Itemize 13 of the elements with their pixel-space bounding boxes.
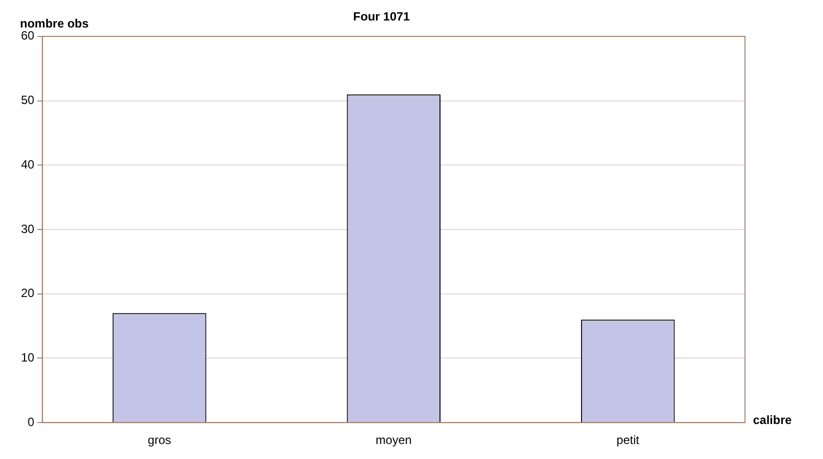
y-axis-title: nombre obs <box>20 16 89 31</box>
chart-title: Four 1071 <box>353 10 410 24</box>
y-tick-label: 40 <box>20 157 35 172</box>
y-tick-label: 20 <box>20 286 35 300</box>
y-tick-label: 0 <box>28 414 35 429</box>
x-tick-label: moyen <box>376 433 412 448</box>
y-tick-label: 30 <box>20 222 35 236</box>
x-tick-label: petit <box>616 433 640 448</box>
x-axis-title: calibre <box>753 412 792 427</box>
y-tick-label: 60 <box>20 28 35 43</box>
y-tick-label: 10 <box>20 350 35 365</box>
x-tick-label: gros <box>148 433 172 448</box>
y-tick-label: 50 <box>20 93 35 108</box>
